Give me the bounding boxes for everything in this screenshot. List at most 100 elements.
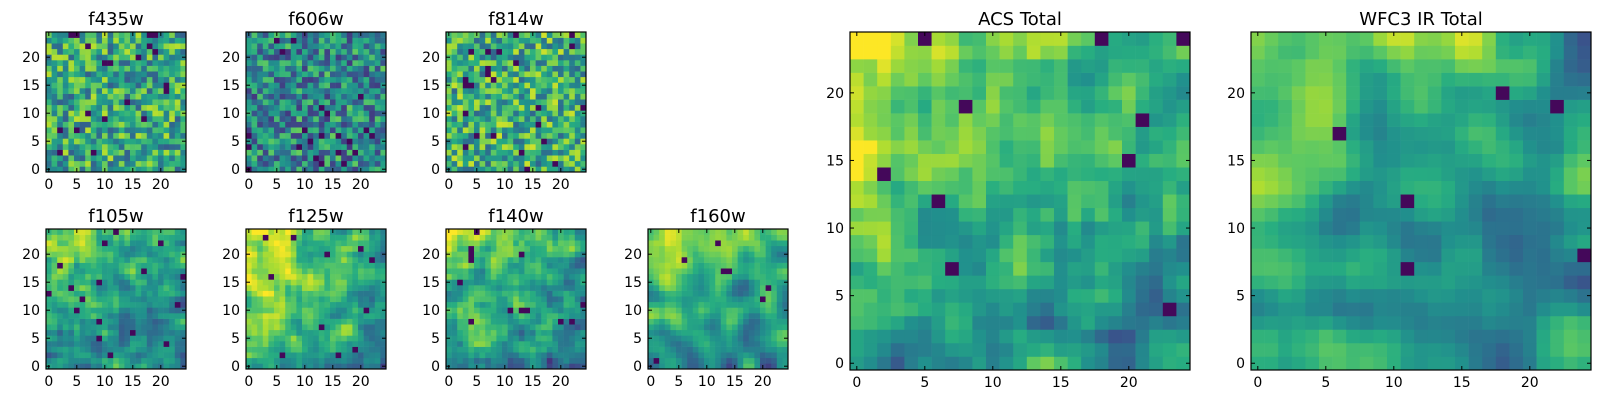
heatmap-cell: [296, 110, 303, 117]
heatmap-cell: [1013, 167, 1028, 182]
heatmap-cell: [163, 285, 170, 291]
heatmap-cell: [518, 262, 525, 269]
heatmap-cell: [507, 324, 514, 331]
heatmap-cell: [113, 296, 120, 303]
heatmap-cell: [363, 65, 370, 72]
heatmap-cell: [85, 104, 92, 111]
heatmap-cell: [257, 138, 264, 145]
heatmap-cell: [462, 37, 469, 44]
heatmap-cell: [446, 268, 452, 275]
heatmap-cell: [552, 324, 559, 331]
heatmap-cell: [324, 335, 331, 342]
heatmap-cell: [1108, 248, 1123, 263]
heatmap-cell: [363, 54, 370, 61]
heatmap-cell: [57, 357, 64, 364]
heatmap-cell: [474, 160, 480, 167]
heatmap-cell: [346, 116, 353, 122]
heatmap-cell: [79, 43, 86, 50]
heatmap-cell: [485, 318, 492, 325]
heatmap-cell: [246, 301, 252, 308]
heatmap-cell: [513, 251, 520, 258]
heatmap-cell: [563, 335, 570, 342]
heatmap-cell: [341, 132, 348, 139]
heatmap-cell: [130, 149, 136, 156]
heatmap-cell: [380, 341, 387, 347]
heatmap-cell: [1081, 275, 1096, 290]
heatmap-cell: [79, 341, 86, 347]
heatmap-cell: [468, 251, 475, 258]
heatmap-cell: [268, 65, 275, 72]
heatmap-cell: [457, 132, 464, 139]
heatmap-cell: [765, 273, 772, 280]
heatmap-cell: [704, 240, 710, 247]
heatmap-cell: [558, 245, 564, 252]
heatmap-cell: [307, 127, 314, 134]
heatmap-cell: [502, 37, 508, 44]
heatmap-cell: [580, 352, 587, 359]
heatmap-cell: [135, 166, 142, 173]
heatmap-cell: [62, 346, 69, 353]
heatmap-cell: [374, 279, 381, 286]
heatmap-cell: [776, 363, 783, 370]
heatmap-cell: [507, 313, 514, 319]
heatmap-cell: [324, 65, 331, 72]
heatmap-cell: [485, 240, 492, 247]
heatmap-cell: [46, 262, 52, 269]
heatmap-cell: [146, 251, 153, 258]
heatmap-cell: [279, 54, 286, 61]
heatmap-cell: [107, 71, 114, 78]
heatmap-cell: [698, 257, 705, 263]
heatmap-cell: [692, 346, 699, 353]
heatmap-cell: [999, 180, 1014, 195]
heatmap-cell: [765, 324, 772, 331]
heatmap-cell: [324, 82, 331, 89]
heatmap-cell: [676, 313, 682, 319]
heatmap-cell: [535, 76, 542, 83]
heatmap-cell: [262, 48, 269, 55]
heatmap-cell: [330, 257, 336, 263]
heatmap-cell: [296, 363, 303, 370]
heatmap-cell: [341, 313, 348, 319]
heatmap-cell: [552, 60, 559, 66]
heatmap-cell: [180, 313, 187, 319]
heatmap-cell: [102, 329, 108, 336]
heatmap-cell: [174, 335, 181, 342]
heatmap-cell: [257, 32, 264, 38]
heatmap-cell: [535, 357, 542, 364]
heatmap-cell: [692, 329, 699, 336]
heatmap-cell: [246, 273, 252, 280]
heatmap-cell: [726, 234, 733, 241]
heatmap-cell: [268, 313, 275, 319]
heatmap-cell: [318, 43, 325, 50]
heatmap-cell: [462, 357, 469, 364]
axes-frame: [245, 31, 387, 173]
heatmap-cell: [330, 127, 336, 134]
heatmap-cell: [563, 352, 570, 359]
heatmap-cell: [530, 341, 536, 347]
heatmap-cell: [1094, 288, 1109, 303]
heatmap-cell: [296, 285, 303, 291]
heatmap-cell: [574, 324, 581, 331]
heatmap-cell: [62, 82, 69, 89]
heatmap-cell: [485, 93, 492, 100]
heatmap-cell: [782, 257, 789, 263]
heatmap-cell: [307, 346, 314, 353]
heatmap-cell: [496, 65, 503, 72]
heatmap-cell: [380, 313, 387, 319]
heatmap-cell: [51, 229, 58, 235]
heatmap-cell: [569, 240, 576, 247]
heatmap-cell: [341, 245, 348, 252]
heatmap-cell: [146, 144, 153, 150]
heatmap-cell: [496, 240, 503, 247]
heatmap-cell: [57, 341, 64, 347]
heatmap-cell: [174, 138, 181, 145]
heatmap-cell: [296, 318, 303, 325]
heatmap-cell: [174, 37, 181, 44]
heatmap-cell: [904, 261, 919, 276]
heatmap-cell: [541, 121, 548, 128]
heatmap-cell: [380, 71, 387, 78]
heatmap-cell: [135, 273, 142, 280]
heatmap-cell: [704, 329, 710, 336]
heatmap-cell: [146, 155, 153, 162]
heatmap-cell: [524, 352, 531, 359]
